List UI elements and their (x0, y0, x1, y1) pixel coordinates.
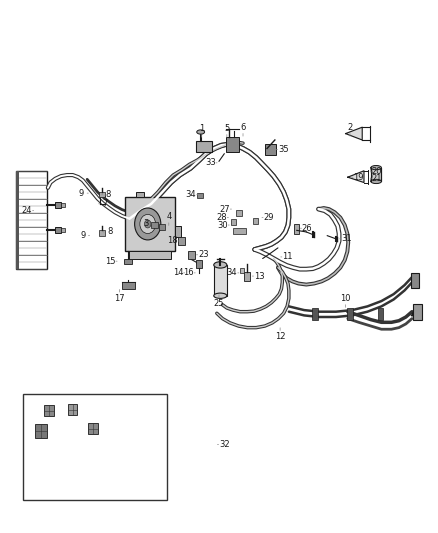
Bar (233, 228, 246, 233)
Text: 8: 8 (106, 190, 111, 199)
Text: 13: 13 (254, 272, 265, 280)
Polygon shape (346, 127, 362, 140)
Bar (61, 203, 65, 207)
Bar (196, 141, 212, 152)
Bar (99, 192, 105, 197)
Text: 30: 30 (217, 221, 228, 230)
Text: 29: 29 (264, 213, 274, 222)
Ellipse shape (371, 179, 381, 183)
Bar (237, 209, 242, 216)
Bar (413, 304, 422, 320)
Bar (347, 308, 353, 320)
Text: 9: 9 (80, 231, 85, 240)
Text: 2: 2 (347, 123, 353, 132)
Text: 31: 31 (341, 235, 352, 244)
Text: 7: 7 (103, 199, 108, 208)
Bar (196, 260, 201, 268)
Text: 4: 4 (166, 212, 171, 221)
Text: 14: 14 (173, 269, 183, 277)
Text: 1: 1 (199, 124, 204, 133)
Bar (294, 224, 299, 233)
Bar (177, 237, 185, 245)
Text: 28: 28 (216, 213, 227, 222)
Text: 26: 26 (302, 224, 312, 233)
Bar (226, 138, 239, 152)
Text: 11: 11 (283, 253, 293, 261)
Bar (16, 171, 47, 269)
Bar (61, 228, 65, 232)
Bar (312, 308, 318, 320)
Bar (99, 230, 105, 236)
Text: 9: 9 (79, 189, 84, 198)
Bar (88, 423, 98, 434)
Text: 34: 34 (186, 190, 196, 199)
Text: 18: 18 (167, 237, 177, 246)
Bar (125, 197, 175, 251)
Text: 8: 8 (107, 228, 113, 237)
Text: 20: 20 (372, 167, 382, 176)
Text: 34: 34 (227, 269, 237, 277)
Text: 5: 5 (224, 124, 230, 133)
Text: 10: 10 (340, 294, 351, 303)
Bar (197, 193, 203, 198)
Bar (151, 222, 158, 228)
Bar (55, 227, 61, 233)
Text: 24: 24 (21, 206, 32, 215)
Bar (371, 167, 381, 181)
Ellipse shape (214, 262, 227, 268)
Bar (214, 265, 227, 296)
Text: 15: 15 (105, 257, 116, 265)
Circle shape (145, 220, 151, 228)
Bar (265, 144, 276, 155)
Text: 12: 12 (275, 332, 286, 341)
Text: 25: 25 (214, 299, 224, 308)
Text: 32: 32 (219, 440, 230, 449)
Bar (411, 273, 419, 288)
Bar (240, 268, 244, 273)
Bar (253, 217, 258, 224)
Text: 3: 3 (143, 220, 149, 229)
Bar (187, 251, 195, 259)
Text: 35: 35 (278, 145, 289, 154)
Bar (124, 259, 132, 264)
Text: 21: 21 (372, 174, 382, 183)
Bar (159, 224, 165, 230)
Bar (175, 225, 180, 237)
Ellipse shape (371, 165, 381, 169)
Ellipse shape (197, 130, 205, 134)
Text: 23: 23 (198, 251, 208, 260)
Text: 6: 6 (240, 123, 246, 132)
Text: 17: 17 (114, 294, 125, 303)
Bar (16, 171, 19, 269)
Bar (22, 394, 166, 500)
Text: 33: 33 (205, 158, 215, 167)
Polygon shape (348, 171, 364, 182)
Bar (244, 272, 251, 281)
Text: 16: 16 (183, 269, 194, 277)
Bar (231, 219, 237, 225)
Text: 27: 27 (219, 205, 230, 214)
Bar (130, 251, 171, 259)
Bar (378, 308, 383, 320)
Text: 19: 19 (353, 173, 364, 182)
Bar (122, 282, 135, 289)
Bar (35, 424, 47, 438)
Bar (44, 405, 54, 416)
Bar (68, 403, 77, 415)
Bar (55, 202, 61, 208)
Ellipse shape (214, 293, 227, 298)
Bar (136, 192, 144, 197)
Circle shape (140, 214, 155, 233)
Circle shape (134, 208, 161, 240)
